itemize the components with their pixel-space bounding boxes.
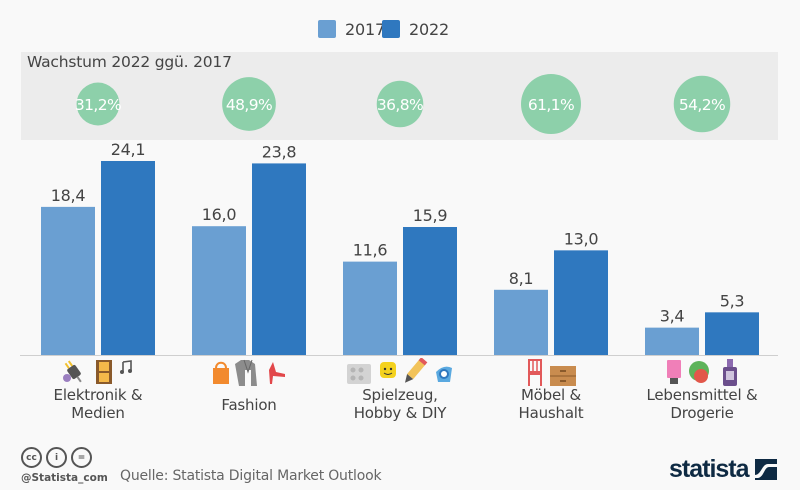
lego-brick-icon bbox=[347, 364, 371, 384]
bar-2022 bbox=[705, 312, 759, 355]
category-icons bbox=[325, 358, 475, 386]
category-icons bbox=[23, 358, 173, 386]
bar-2022 bbox=[101, 160, 155, 355]
bar-2017 bbox=[645, 327, 699, 355]
category-icons bbox=[476, 358, 626, 386]
growth-circle bbox=[376, 80, 424, 128]
growth-circle bbox=[673, 75, 731, 133]
category-label-line2: Drogerie bbox=[670, 404, 734, 422]
category-label-line1: Elektronik & bbox=[53, 386, 143, 404]
brand-text: statista bbox=[669, 455, 750, 483]
bar-2017 bbox=[41, 206, 95, 355]
growth-label: 31,2% bbox=[75, 96, 121, 114]
music-note-icon bbox=[120, 360, 132, 374]
legend-item-2017[interactable]: 2017 bbox=[318, 18, 385, 40]
jacket-icon bbox=[235, 359, 257, 386]
category-label-line1: Möbel & bbox=[520, 386, 582, 404]
growth-circle bbox=[76, 82, 120, 126]
bar-value-label: 15,9 bbox=[413, 206, 448, 225]
bar-2022 bbox=[252, 163, 306, 355]
legend-label: 2017 bbox=[345, 19, 385, 39]
chair-icon bbox=[528, 359, 542, 386]
cc-icon[interactable]: cc bbox=[21, 447, 42, 468]
legend-item-2022[interactable]: 2022 bbox=[382, 18, 449, 40]
twitter-handle[interactable]: @Statista_com bbox=[21, 472, 108, 484]
bar-2017 bbox=[343, 261, 397, 355]
bar-value-label: 8,1 bbox=[509, 269, 534, 288]
category-label: Elektronik & Medien bbox=[23, 386, 173, 422]
source-note: Quelle: Statista Digital Market Outlook bbox=[120, 468, 382, 484]
bottle-icon bbox=[723, 359, 737, 386]
growth-title: Wachstum 2022 ggü. 2017 bbox=[27, 53, 232, 71]
legend: 2017 2022 bbox=[0, 18, 800, 42]
high-heel-icon bbox=[269, 362, 285, 384]
growth-circle bbox=[222, 77, 276, 131]
growth-circle bbox=[521, 74, 581, 134]
category-label-line1: Spielzeug, bbox=[362, 386, 438, 404]
dresser-icon bbox=[550, 366, 576, 386]
growth-label: 48,9% bbox=[226, 96, 272, 114]
bar-2022 bbox=[403, 227, 457, 355]
bar-2017 bbox=[192, 226, 246, 355]
growth-label: 61,1% bbox=[528, 96, 574, 114]
legend-swatch-2022 bbox=[382, 20, 400, 38]
handbag-icon bbox=[213, 361, 229, 384]
cosmetic-tube-icon bbox=[667, 360, 681, 384]
legend-swatch-2017 bbox=[318, 20, 336, 38]
bar-value-label: 24,1 bbox=[111, 140, 145, 159]
vegetables-icon bbox=[689, 361, 709, 383]
nd-icon[interactable]: = bbox=[71, 447, 92, 468]
bar-value-label: 3,4 bbox=[660, 307, 685, 326]
bar-value-label: 13,0 bbox=[564, 229, 599, 248]
category-icons bbox=[627, 358, 777, 386]
category-label-line2: Haushalt bbox=[518, 404, 584, 422]
category-label: Möbel & Haushalt bbox=[476, 386, 626, 422]
bar-value-label: 5,3 bbox=[720, 291, 745, 310]
statista-logo[interactable]: statista bbox=[669, 455, 777, 484]
bar-value-label: 16,0 bbox=[202, 205, 237, 224]
bar-2022 bbox=[554, 250, 608, 355]
paint-icon bbox=[436, 366, 452, 382]
category-label: Fashion bbox=[174, 396, 324, 414]
legend-label: 2022 bbox=[409, 19, 449, 39]
category-label-line2: Hobby & DIY bbox=[353, 404, 447, 422]
film-strip-icon bbox=[96, 360, 112, 384]
category-label-line1: Lebensmittel & bbox=[646, 386, 758, 404]
bar-value-label: 11,6 bbox=[353, 241, 388, 260]
bar-value-label: 18,4 bbox=[51, 186, 86, 205]
bar-value-label: 23,8 bbox=[262, 142, 297, 161]
toy-figure-icon bbox=[380, 362, 396, 378]
statista-mark-icon bbox=[754, 459, 777, 480]
growth-label: 54,2% bbox=[679, 96, 725, 114]
category-label: Spielzeug, Hobby & DIY bbox=[325, 386, 475, 422]
bar-2017 bbox=[494, 289, 548, 355]
license-icons: cc i = bbox=[21, 447, 92, 468]
pencil-icon bbox=[405, 358, 428, 383]
plug-icon bbox=[63, 360, 82, 383]
category-label-line1: Fashion bbox=[221, 396, 277, 414]
category-label: Lebensmittel & Drogerie bbox=[627, 386, 777, 422]
category-label-line2: Medien bbox=[71, 404, 125, 422]
by-icon[interactable]: i bbox=[46, 447, 67, 468]
growth-label: 36,8% bbox=[377, 96, 423, 114]
category-icons bbox=[174, 358, 324, 386]
